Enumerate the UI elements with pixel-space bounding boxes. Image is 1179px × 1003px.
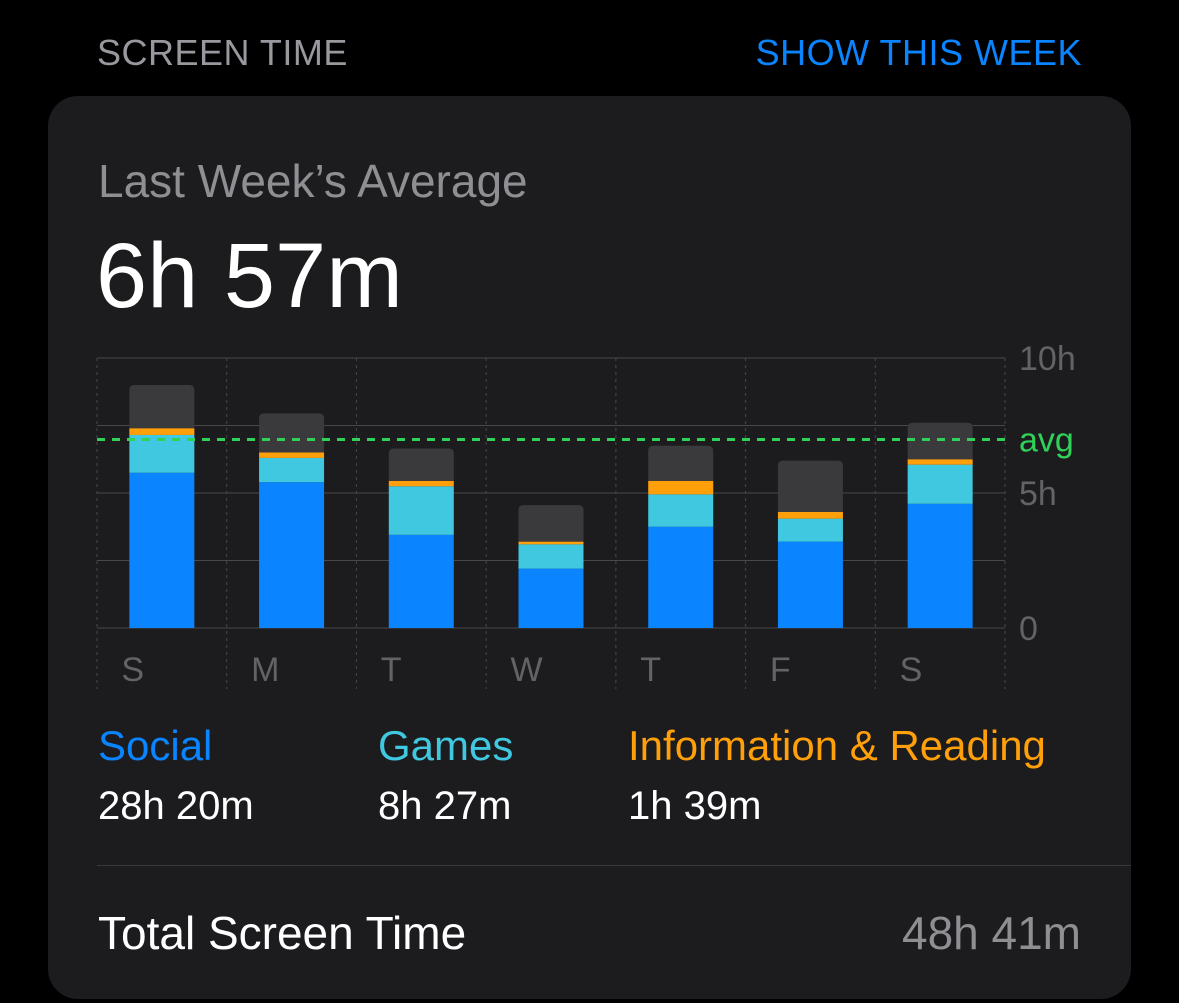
average-label: Last Week’s Average (98, 155, 528, 207)
legend-item-games[interactable]: Games 8h 27m (378, 722, 513, 829)
bar-segment-information-reading[interactable] (777, 511, 843, 519)
bar-segment-information-reading[interactable] (518, 541, 584, 545)
bar-segment-games[interactable] (518, 544, 584, 569)
bar-segment-social[interactable] (777, 541, 843, 628)
bar-segment-information-reading[interactable] (648, 480, 714, 495)
legend-label-social: Social (98, 722, 213, 769)
bar-segment-other[interactable] (518, 505, 584, 542)
bar-segment-information-reading[interactable] (388, 480, 454, 487)
legend-value-information-reading: 1h 39m (628, 784, 762, 828)
legend-item-information-reading[interactable]: Information & Reading 1h 39m (628, 722, 1046, 829)
legend-value-social: 28h 20m (98, 784, 254, 828)
y-tick-label: 5h (1019, 475, 1057, 513)
bar-segment-social[interactable] (907, 503, 973, 628)
section-title: SCREEN TIME (97, 32, 348, 73)
x-tick-label: T (381, 651, 402, 689)
screen-time-card[interactable]: Last Week’s Average 6h 57m S M T W T F S 10h 5h 0… (48, 96, 1131, 999)
bar-segment-games[interactable] (388, 486, 454, 535)
y-tick-label: 10h (1019, 340, 1076, 378)
y-tick-label: 0 (1019, 610, 1038, 648)
x-tick-label: F (770, 651, 791, 689)
total-screen-time-row[interactable]: Total Screen Time 48h 41m (98, 906, 1081, 960)
bar-segment-games[interactable] (259, 457, 325, 483)
show-this-week-link[interactable]: SHOW THIS WEEK (755, 32, 1082, 73)
bar-segment-other[interactable] (907, 422, 973, 460)
bar-segment-games[interactable] (129, 434, 195, 473)
total-value: 48h 41m (901, 907, 1081, 959)
bar-segment-games[interactable] (648, 494, 714, 527)
section-header: SCREEN TIME SHOW THIS WEEK (97, 28, 1082, 78)
bar-segment-information-reading[interactable] (259, 452, 325, 458)
bar-segment-other[interactable] (129, 385, 195, 429)
average-value: 6h 57m (96, 225, 403, 327)
bar-segment-social[interactable] (518, 568, 584, 628)
average-label: avg (1019, 422, 1074, 460)
bar-segment-social[interactable] (129, 472, 195, 628)
legend-label-information-reading: Information & Reading (628, 722, 1046, 769)
x-tick-label: T (640, 651, 661, 689)
bar-segment-games[interactable] (777, 518, 843, 542)
total-label: Total Screen Time (98, 907, 467, 959)
bar-segment-games[interactable] (907, 464, 973, 504)
bar-segment-social[interactable] (648, 526, 714, 628)
legend-item-social[interactable]: Social 28h 20m (98, 722, 254, 829)
divider (97, 865, 1131, 866)
x-tick-label: S (900, 651, 923, 689)
bar-segment-other[interactable] (388, 448, 454, 481)
bar-segment-information-reading[interactable] (129, 428, 195, 435)
bar-segment-social[interactable] (259, 482, 325, 628)
bar-segment-information-reading[interactable] (907, 459, 973, 465)
legend-value-games: 8h 27m (378, 784, 512, 828)
bar-segment-other[interactable] (777, 460, 843, 512)
x-tick-label: S (121, 651, 144, 689)
usage-chart[interactable]: S M T W T F S 10h 5h 0 avg (48, 96, 1131, 706)
bar-segment-social[interactable] (388, 534, 454, 628)
bar-segment-other[interactable] (259, 413, 325, 453)
x-tick-label: M (251, 651, 279, 689)
x-tick-label: W (511, 651, 543, 689)
legend-label-games: Games (378, 722, 514, 769)
bar-segment-other[interactable] (648, 445, 714, 481)
